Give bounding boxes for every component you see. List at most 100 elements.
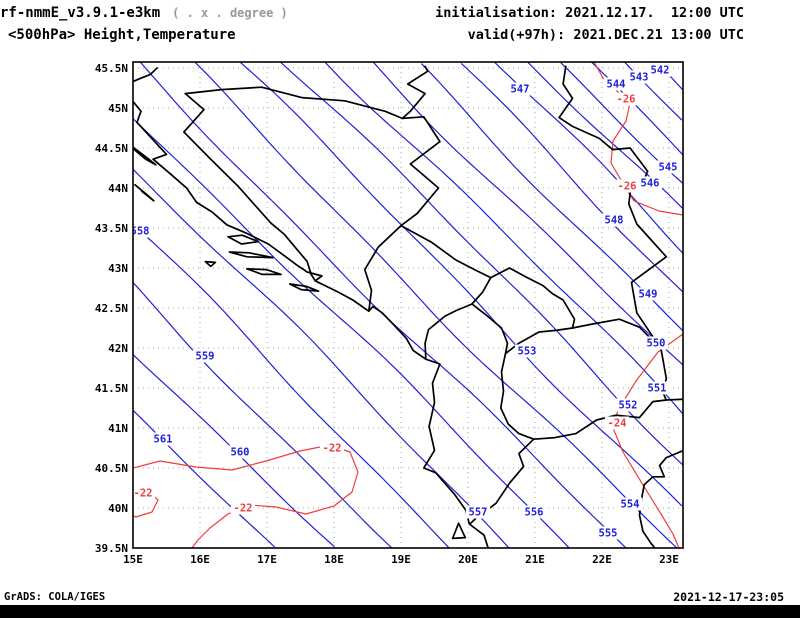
island-korcula [246,267,282,276]
height-contour-line [133,168,510,548]
contour-label-mask [604,416,630,430]
x-tick-label: 22E [592,553,612,566]
island-dugi-otok [134,183,155,202]
model-title: rf-nmmE_v3.9.1-e3km [0,5,161,21]
contour-label-mask [601,213,627,227]
coastline-greece-thermaic [638,449,683,548]
border-bosnia-serbia [400,115,441,227]
contour-label-mask [150,432,176,446]
y-tick-label: 42.5N [95,302,128,315]
x-tick-label: 16E [190,553,210,566]
contour-label-mask [521,505,547,519]
height-contour-line [133,117,570,548]
contour-label: 558 [131,226,150,238]
island-pag [133,146,157,166]
contour-label-mask [626,70,652,84]
island-hvar [228,251,274,259]
initialisation-time: initialisation: 2021.12.17. 12:00 UTC [435,5,744,21]
border-serbia-romania [558,65,649,173]
contour-label-mask [465,505,491,519]
contour-label: -22 [234,503,253,515]
x-tick-label: 19E [391,553,411,566]
x-tick-label: 21E [525,553,545,566]
contour-label-mask [133,486,156,500]
contour-label: 552 [619,400,638,412]
height-contour-line [372,62,683,366]
x-tick-label: 23E [659,553,679,566]
field-title: <500hPa> Height,Temperature [8,27,236,43]
height-contour-line [139,62,627,548]
y-tick-label: 43.5N [95,222,128,235]
contour-label: 561 [154,434,173,446]
y-tick-label: 44.5N [95,142,128,155]
border-bosnia-montenegro [363,224,402,313]
contour-label: 556 [525,507,544,519]
border-montenegro-albania [424,303,473,361]
grads-stamp: GrADS: COLA/IGES [4,591,106,603]
y-tick-label: 40.5N [95,462,128,475]
grid-resolution-note: ( . x . degree ) [172,6,288,20]
contour-label-mask [647,63,673,77]
contour-label: 547 [511,84,530,96]
temperature-contour-line [612,333,683,548]
height-contour-line [324,62,683,415]
contour-label-mask [595,526,621,540]
map-canvas: 15E 16E 17E 18E 19E 20E 21E 22E 23E 45.5N 45N 44.5N… [95,61,684,566]
y-tick-label: 45N [108,102,128,115]
contour-label-mask [617,497,643,511]
border-croatia-serbia [401,65,429,120]
y-tick-label: 44N [108,182,128,195]
y-tick-label: 45.5N [95,62,128,75]
contour-label: 550 [647,338,666,350]
contour-label-mask [637,176,663,190]
island-vis [204,260,217,268]
border-albania-macedonia [499,352,535,441]
y-tick-label: 42N [108,342,128,355]
height-contour-line [460,62,683,293]
model-title-line: rf-nmmE_v3.9.1-e3km ( . x . degree ) [0,5,288,21]
border-serbia-bulgaria [627,170,668,350]
x-tick-label: 15E [123,553,143,566]
contour-label-mask [644,381,670,395]
contour-label: 545 [659,162,678,174]
contour-label-mask [635,287,661,301]
y-tick-label: 43N [108,262,128,275]
border-serbia-macedonia [571,318,662,350]
border-macedonia-greece [532,398,683,441]
contour-label-mask [613,92,639,106]
height-contour-line [239,62,683,507]
border-kosovo-macedonia [504,327,574,355]
y-tick-label: 40N [108,502,128,515]
contour-label: 549 [639,289,658,301]
contour-label-mask [614,179,640,193]
border-slovenia-croatia [133,67,158,83]
contour-label-mask [514,344,540,358]
contour-label: -24 [608,418,627,430]
contour-label: 542 [651,65,670,77]
contour-label-mask [615,398,641,412]
contour-label-mask [643,336,669,350]
island-mljet [288,283,320,293]
island-corfu [451,522,467,540]
bottom-bar [0,605,800,618]
height-contour-line [194,62,678,548]
border-croatia-bosnia-west [183,92,317,282]
y-tick-label: 39.5N [95,542,128,555]
contour-label: 551 [648,383,667,395]
map-frame [132,61,684,549]
contour-label: 546 [641,178,660,190]
contour-label-mask [655,160,681,174]
border-croatia-bosnia-north [184,86,404,120]
coastline-adriatic [133,100,489,548]
x-tick-label: 17E [257,553,277,566]
y-tick-label: 41N [108,422,128,435]
creation-timestamp: 2021-12-17-23:05 [673,590,784,604]
height-contour-line [133,282,393,548]
contour-label: 559 [196,351,215,363]
height-contour-line [133,410,276,548]
contour-label: 560 [231,447,250,459]
contour-label: -22 [134,488,153,500]
contour-label: -26 [617,94,636,106]
contour-label: 544 [607,79,626,91]
